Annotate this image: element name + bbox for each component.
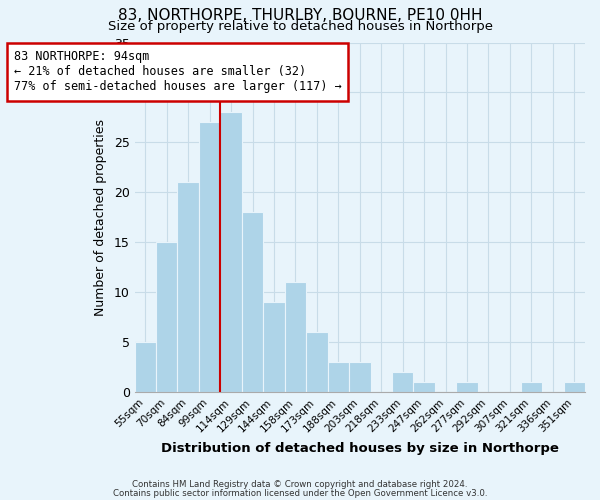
Bar	[242, 212, 263, 392]
Bar	[199, 122, 220, 392]
Bar	[285, 282, 306, 392]
Text: 83, NORTHORPE, THURLBY, BOURNE, PE10 0HH: 83, NORTHORPE, THURLBY, BOURNE, PE10 0HH	[118, 8, 482, 22]
Bar	[156, 242, 178, 392]
Bar	[178, 182, 199, 392]
Text: Contains public sector information licensed under the Open Government Licence v3: Contains public sector information licen…	[113, 488, 487, 498]
Bar	[134, 342, 156, 392]
Y-axis label: Number of detached properties: Number of detached properties	[94, 118, 107, 316]
Text: 83 NORTHORPE: 94sqm
← 21% of detached houses are smaller (32)
77% of semi-detach: 83 NORTHORPE: 94sqm ← 21% of detached ho…	[14, 50, 341, 94]
Bar	[306, 332, 328, 392]
Bar	[263, 302, 285, 392]
Bar	[521, 382, 542, 392]
Text: Size of property relative to detached houses in Northorpe: Size of property relative to detached ho…	[107, 20, 493, 33]
Bar	[563, 382, 585, 392]
Bar	[328, 362, 349, 392]
Bar	[413, 382, 435, 392]
Text: Contains HM Land Registry data © Crown copyright and database right 2024.: Contains HM Land Registry data © Crown c…	[132, 480, 468, 489]
Bar	[349, 362, 371, 392]
Bar	[220, 112, 242, 392]
Bar	[457, 382, 478, 392]
Bar	[392, 372, 413, 392]
X-axis label: Distribution of detached houses by size in Northorpe: Distribution of detached houses by size …	[161, 442, 559, 455]
